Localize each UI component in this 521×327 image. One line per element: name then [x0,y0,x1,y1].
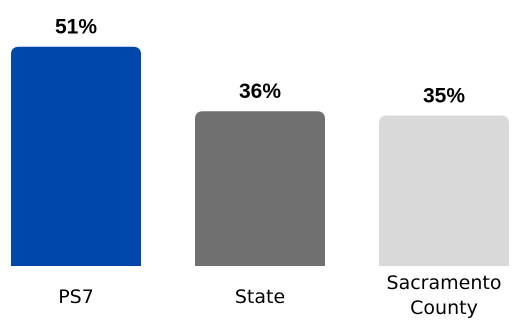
category-label-ps7: PS7 [58,286,94,308]
bar-ps7 [11,46,141,267]
category-label-sacramento-county: Sacramento County [387,272,502,319]
value-labels: 51% 36% 35% [55,16,465,108]
bars [11,46,509,267]
category-label-line: State [235,286,285,308]
value-label-sacramento-county: 35% [423,85,465,108]
category-label-state: State [235,286,285,308]
bar-state [195,111,325,266]
value-label-state: 36% [239,80,281,103]
category-label-line: County [410,297,478,319]
value-label-ps7: 51% [55,16,97,39]
bar-sacramento-county [379,115,509,266]
category-labels: PS7 State Sacramento County [58,272,501,319]
category-label-line: Sacramento [387,272,502,294]
category-label-line: PS7 [58,286,94,308]
